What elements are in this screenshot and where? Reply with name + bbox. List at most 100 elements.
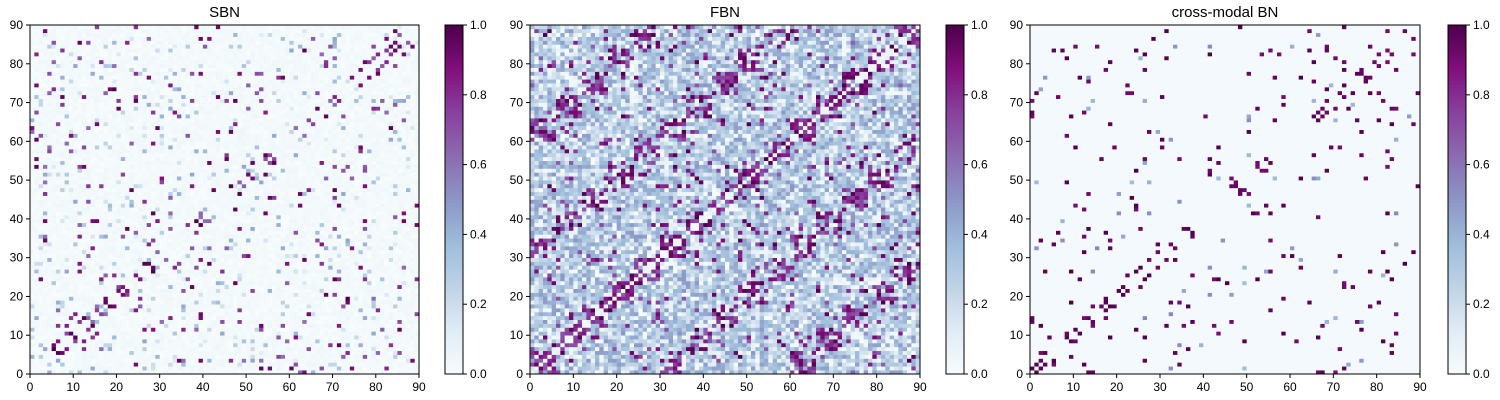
heatmap-cell	[263, 362, 268, 366]
heatmap-cell	[30, 184, 35, 188]
heatmap-cell	[233, 196, 238, 200]
heatmap-cell	[177, 223, 182, 227]
heatmap-cell	[78, 184, 83, 188]
heatmap-cell	[358, 254, 363, 258]
heatmap-cell	[39, 231, 44, 235]
heatmap-cell	[82, 265, 87, 269]
heatmap-cell	[289, 242, 294, 246]
heatmap-cell	[164, 258, 169, 262]
heatmap-cell	[333, 339, 338, 343]
heatmap-cell	[285, 180, 290, 184]
heatmap-cell	[337, 296, 342, 300]
heatmap-cell	[186, 196, 191, 200]
heatmap-cell	[298, 327, 303, 331]
heatmap-cell	[34, 265, 39, 269]
heatmap-cell	[43, 234, 48, 238]
heatmap-cell	[389, 296, 394, 300]
heatmap-cell	[358, 285, 363, 289]
heatmap-cell	[199, 215, 204, 219]
heatmap-cell	[376, 296, 381, 300]
heatmap-cell	[212, 231, 217, 235]
heatmap-cell	[60, 293, 65, 297]
heatmap-cell	[212, 355, 217, 359]
heatmap-cell	[272, 250, 277, 254]
heatmap-cell	[289, 296, 294, 300]
heatmap-cell	[39, 324, 44, 328]
heatmap-cell	[121, 335, 126, 339]
heatmap-cell	[155, 331, 160, 335]
heatmap-cell	[155, 258, 160, 262]
heatmap-cell	[350, 250, 355, 254]
heatmap-cell	[190, 273, 195, 277]
heatmap-cell	[121, 304, 126, 308]
heatmap-cell	[134, 300, 139, 304]
heatmap-cell	[410, 165, 415, 169]
heatmap-cell	[95, 207, 100, 211]
heatmap-cell	[56, 161, 61, 165]
heatmap-cell	[112, 234, 117, 238]
heatmap-cell	[406, 192, 411, 196]
heatmap-cell	[324, 285, 329, 289]
heatmap-cell	[380, 172, 385, 176]
heatmap-cell	[177, 192, 182, 196]
heatmap-cell	[82, 165, 87, 169]
heatmap-cell	[289, 366, 294, 370]
heatmap-cell	[142, 180, 147, 184]
heatmap-cell	[134, 343, 139, 347]
heatmap-cell	[164, 269, 169, 273]
heatmap-cell	[56, 254, 61, 258]
heatmap-cell	[216, 362, 221, 366]
heatmap-cell	[108, 234, 113, 238]
heatmap-cell	[39, 327, 44, 331]
heatmap-cell	[311, 172, 316, 176]
heatmap-cell	[186, 312, 191, 316]
heatmap-cell	[410, 293, 415, 297]
heatmap-cell	[39, 289, 44, 293]
heatmap-cell	[354, 242, 359, 246]
heatmap-cell	[78, 358, 83, 362]
heatmap-cell	[393, 165, 398, 169]
heatmap-cell	[91, 246, 96, 250]
heatmap-cell	[294, 192, 299, 196]
heatmap-cell	[276, 168, 281, 172]
heatmap-cell	[225, 300, 230, 304]
heatmap-cell	[281, 358, 286, 362]
heatmap-cell	[155, 308, 160, 312]
heatmap-cell	[363, 358, 368, 362]
heatmap-cell	[328, 316, 333, 320]
heatmap-cell	[103, 324, 108, 328]
heatmap-cell	[177, 347, 182, 351]
heatmap-cell	[56, 265, 61, 269]
heatmap-cell	[91, 335, 96, 339]
heatmap-cell	[324, 176, 329, 180]
heatmap-cell	[181, 273, 186, 277]
heatmap-cell	[389, 362, 394, 366]
heatmap-cell	[320, 219, 325, 223]
heatmap-cell	[328, 347, 333, 351]
heatmap-cell	[237, 161, 242, 165]
heatmap-cell	[142, 331, 147, 335]
heatmap-cell	[86, 165, 91, 169]
heatmap-cell	[203, 250, 208, 254]
heatmap-cell	[194, 196, 199, 200]
heatmap-cell	[134, 265, 139, 269]
heatmap-cell	[199, 238, 204, 242]
heatmap-cell	[384, 339, 389, 343]
heatmap-cell	[259, 300, 264, 304]
heatmap-cell	[121, 331, 126, 335]
heatmap-cell	[134, 246, 139, 250]
heatmap-cell	[406, 211, 411, 215]
heatmap-cell	[285, 324, 290, 328]
heatmap-cell	[346, 331, 351, 335]
heatmap-cell	[212, 320, 217, 324]
heatmap-cell	[116, 227, 121, 231]
heatmap-cell	[363, 238, 368, 242]
heatmap-cell	[272, 277, 277, 281]
heatmap-cell	[173, 320, 178, 324]
heatmap-cell	[246, 293, 251, 297]
heatmap-cell	[43, 269, 48, 273]
heatmap-cell	[190, 200, 195, 204]
heatmap-cell	[34, 200, 39, 204]
heatmap-cell	[393, 358, 398, 362]
heatmap-cell	[350, 362, 355, 366]
